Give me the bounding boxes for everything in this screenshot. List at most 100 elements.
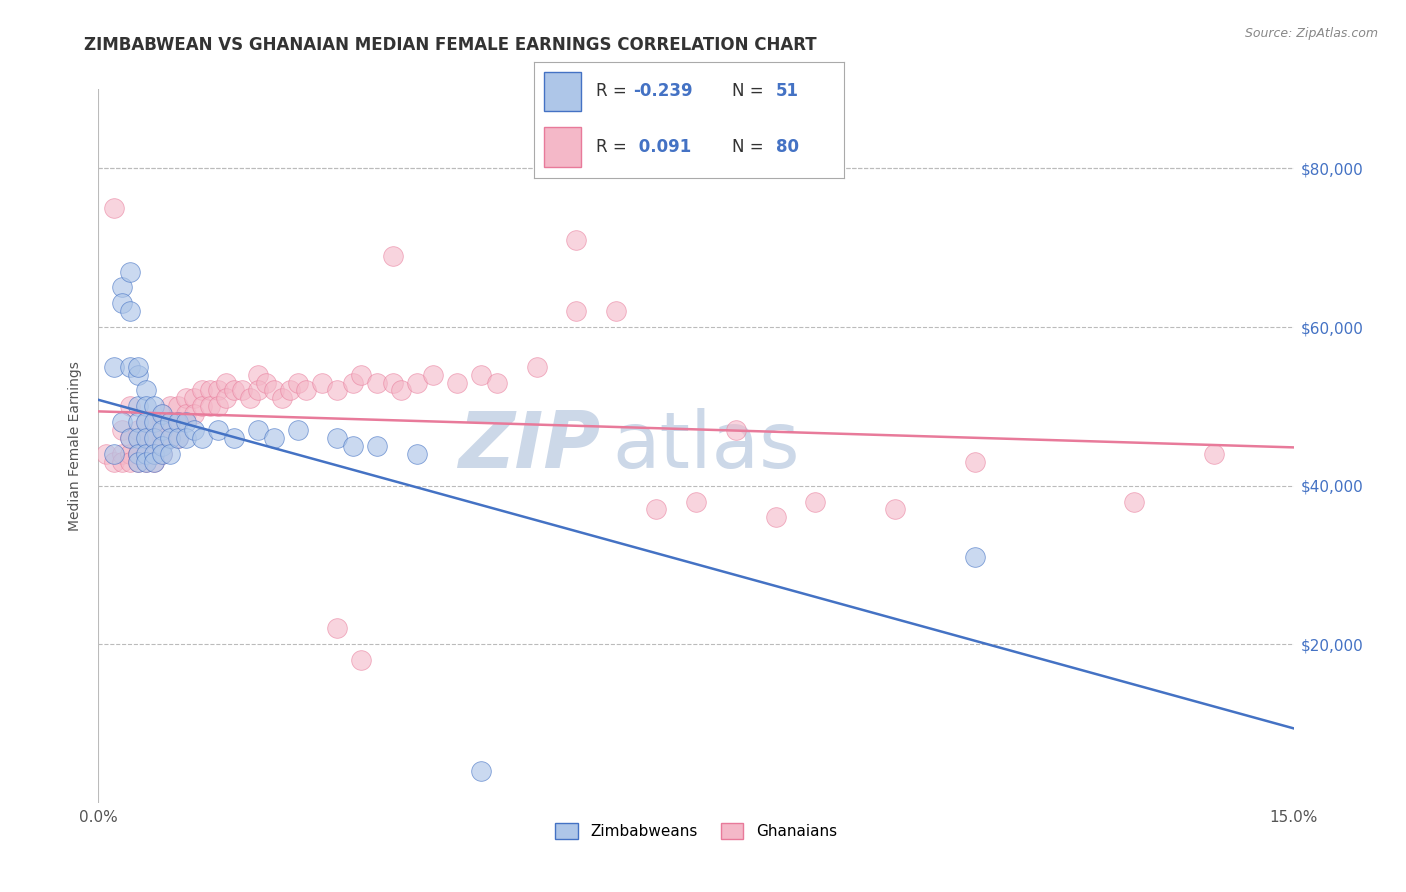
Point bbox=[127, 359, 149, 374]
Point bbox=[389, 384, 412, 398]
Point bbox=[135, 447, 157, 461]
Point bbox=[645, 502, 668, 516]
Point bbox=[143, 431, 166, 445]
Point bbox=[127, 447, 149, 461]
Point bbox=[270, 392, 292, 406]
Point bbox=[263, 431, 285, 445]
Point bbox=[406, 376, 429, 390]
Y-axis label: Median Female Earnings: Median Female Earnings bbox=[69, 361, 83, 531]
Legend: Zimbabweans, Ghanaians: Zimbabweans, Ghanaians bbox=[548, 817, 844, 845]
Point bbox=[150, 407, 173, 421]
Point bbox=[120, 431, 142, 445]
Point bbox=[294, 384, 316, 398]
Point bbox=[120, 359, 142, 374]
Point bbox=[127, 431, 149, 445]
Bar bbox=[544, 128, 581, 167]
Point bbox=[135, 415, 157, 429]
Point bbox=[183, 407, 205, 421]
Point bbox=[342, 376, 364, 390]
Point bbox=[135, 384, 157, 398]
Point bbox=[159, 400, 181, 414]
Text: 0.091: 0.091 bbox=[633, 138, 692, 156]
Point bbox=[326, 621, 349, 635]
Point bbox=[127, 455, 149, 469]
Point bbox=[326, 384, 349, 398]
Point bbox=[174, 392, 197, 406]
Text: ZIP: ZIP bbox=[458, 408, 600, 484]
Point bbox=[135, 431, 157, 445]
Point bbox=[96, 447, 118, 461]
Point bbox=[215, 392, 238, 406]
Point bbox=[287, 423, 309, 437]
Point bbox=[183, 423, 205, 437]
Text: -0.239: -0.239 bbox=[633, 82, 693, 101]
Point bbox=[150, 447, 173, 461]
Point bbox=[150, 407, 173, 421]
Point bbox=[1202, 447, 1225, 461]
Point bbox=[207, 423, 229, 437]
Point bbox=[350, 368, 373, 382]
Point bbox=[159, 431, 181, 445]
Text: 80: 80 bbox=[776, 138, 799, 156]
Text: ZIMBABWEAN VS GHANAIAN MEDIAN FEMALE EARNINGS CORRELATION CHART: ZIMBABWEAN VS GHANAIAN MEDIAN FEMALE EAR… bbox=[84, 36, 817, 54]
Text: N =: N = bbox=[733, 82, 769, 101]
Point bbox=[135, 415, 157, 429]
Point bbox=[207, 384, 229, 398]
Point bbox=[120, 304, 142, 318]
Text: R =: R = bbox=[596, 138, 633, 156]
Point bbox=[167, 400, 190, 414]
Point bbox=[150, 447, 173, 461]
Point bbox=[143, 455, 166, 469]
Point bbox=[765, 510, 787, 524]
Point bbox=[111, 423, 134, 437]
Point bbox=[143, 447, 166, 461]
Point bbox=[366, 439, 388, 453]
Point bbox=[159, 431, 181, 445]
Bar bbox=[544, 71, 581, 112]
Point bbox=[246, 384, 269, 398]
Point bbox=[263, 384, 285, 398]
Point bbox=[174, 431, 197, 445]
Point bbox=[127, 455, 149, 469]
Point bbox=[326, 431, 349, 445]
Point bbox=[804, 494, 827, 508]
Point bbox=[120, 264, 142, 278]
Point bbox=[120, 455, 142, 469]
Point bbox=[239, 392, 262, 406]
Point bbox=[191, 400, 214, 414]
Point bbox=[685, 494, 707, 508]
Point bbox=[111, 415, 134, 429]
Point bbox=[120, 431, 142, 445]
Point bbox=[470, 368, 492, 382]
Point bbox=[135, 431, 157, 445]
Point bbox=[884, 502, 907, 516]
Point bbox=[191, 431, 214, 445]
Point bbox=[198, 384, 221, 398]
Point bbox=[215, 376, 238, 390]
Point bbox=[120, 447, 142, 461]
Point bbox=[111, 447, 134, 461]
Point bbox=[963, 455, 986, 469]
Point bbox=[254, 376, 277, 390]
Point bbox=[127, 447, 149, 461]
Point bbox=[311, 376, 333, 390]
Point bbox=[135, 455, 157, 469]
Point bbox=[167, 415, 190, 429]
Point bbox=[103, 359, 125, 374]
Point bbox=[167, 431, 190, 445]
Point bbox=[605, 304, 627, 318]
Point bbox=[382, 249, 405, 263]
Point bbox=[150, 431, 173, 445]
Point bbox=[143, 415, 166, 429]
Point bbox=[111, 296, 134, 310]
Point bbox=[342, 439, 364, 453]
Point bbox=[103, 201, 125, 215]
Point bbox=[222, 384, 245, 398]
Point bbox=[150, 439, 173, 453]
Point bbox=[485, 376, 508, 390]
Point bbox=[150, 423, 173, 437]
Point bbox=[246, 423, 269, 437]
Point bbox=[103, 455, 125, 469]
Point bbox=[143, 400, 166, 414]
Point bbox=[287, 376, 309, 390]
